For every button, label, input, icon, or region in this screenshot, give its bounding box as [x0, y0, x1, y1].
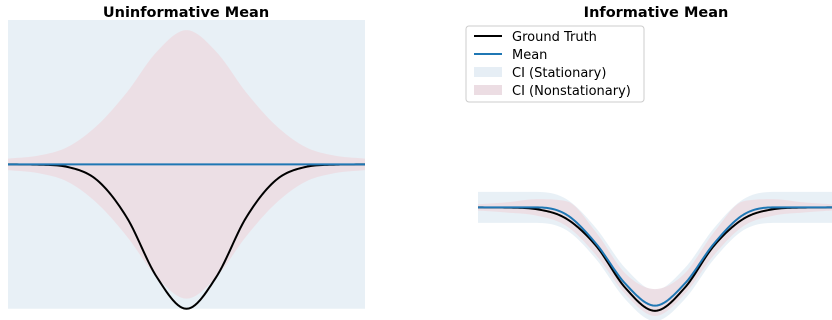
panel-1-band-ci-nonstationary [478, 199, 832, 316]
panel-1-line-ground-truth [477, 206, 832, 312]
legend-entry-mean: Mean [474, 48, 547, 63]
legend-swatch-ci-nonstationary [474, 85, 502, 95]
left-panel: Uninformative Mean [7, 5, 366, 310]
legend-label-ground-truth: Ground Truth [512, 30, 597, 45]
legend-entry-ci-stationary: CI (Stationary) [474, 66, 606, 81]
left-series-lines [7, 163, 366, 310]
legend-frame [465, 25, 645, 103]
legend-entry-ci-nonstationary: CI (Nonstationary) [474, 84, 631, 99]
legend-label-ci-stationary: CI (Stationary) [512, 66, 606, 81]
legend-label-ci-nonstationary: CI (Nonstationary) [512, 84, 631, 99]
panel-0-line-ground-truth [7, 163, 366, 310]
right-series-lines [477, 206, 832, 312]
legend-entry-ground-truth: Ground Truth [474, 30, 597, 45]
legend-label-mean: Mean [512, 48, 547, 63]
legend-swatch-ci-stationary [474, 67, 502, 77]
legend: Ground Truth Mean CI (Stationary) CI (No… [465, 25, 645, 103]
right-panel: Informative Mean [477, 5, 832, 320]
right-panel-title: Informative Mean [584, 5, 729, 21]
panel-1-line-mean [478, 206, 832, 307]
right-ci-bands [478, 191, 832, 320]
left-panel-title: Uninformative Mean [103, 5, 269, 21]
